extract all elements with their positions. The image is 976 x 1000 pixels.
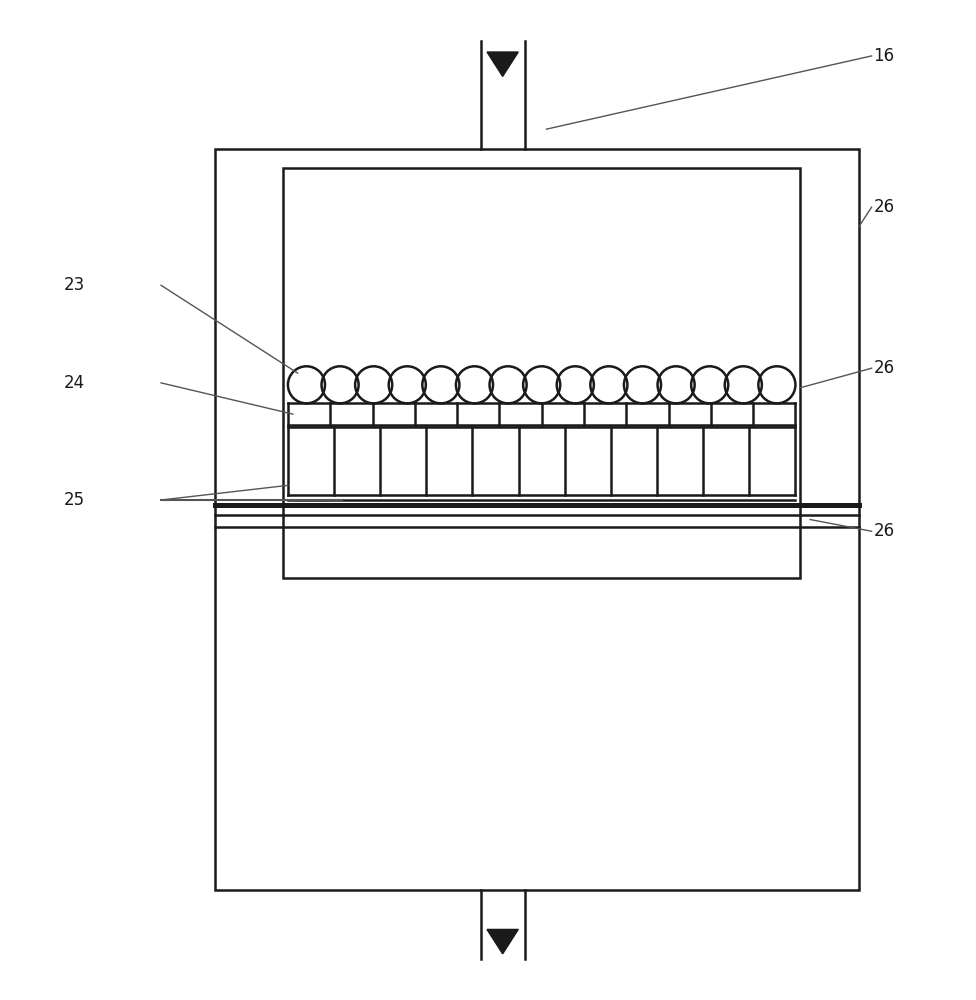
Text: 26: 26	[874, 359, 895, 377]
Text: 24: 24	[63, 374, 85, 392]
Text: 26: 26	[874, 522, 895, 540]
Text: 26: 26	[874, 198, 895, 216]
Text: 16: 16	[874, 47, 895, 65]
Polygon shape	[487, 52, 518, 76]
Text: 23: 23	[63, 276, 85, 294]
Polygon shape	[487, 929, 518, 954]
Text: 25: 25	[63, 491, 85, 509]
